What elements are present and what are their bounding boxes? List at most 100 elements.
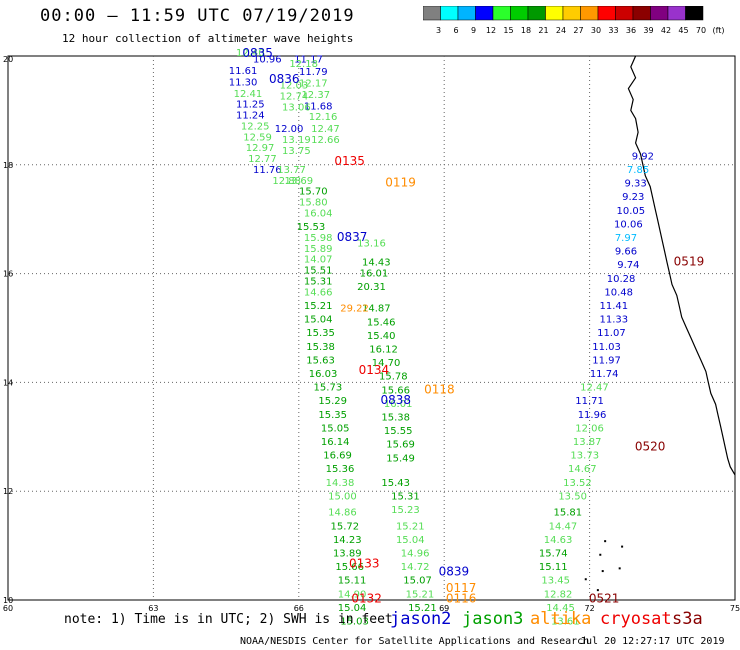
swh-value: 14.87 (362, 304, 391, 315)
swh-value: 12.97 (246, 143, 275, 154)
swh-value: 10.96 (253, 55, 282, 66)
y-tick-label: 18 (3, 161, 13, 170)
swh-value: 13.45 (541, 576, 570, 587)
colorbar-swatch (597, 6, 616, 21)
legend-jason3-label: jason3 (462, 609, 524, 629)
map-subtitle: 12 hour collection of altimeter wave hei… (62, 32, 354, 45)
swh-value: 15.23 (391, 505, 420, 516)
swh-value: 14.96 (401, 548, 430, 559)
colorbar-swatch (457, 6, 476, 21)
colorbar-label: 42 (661, 26, 671, 35)
swh-value: 12.41 (234, 89, 263, 100)
colorbar-label: 12 (486, 26, 496, 35)
swh-value: 14.70 (372, 358, 401, 369)
swh-value: 11.68 (304, 101, 333, 112)
swh-value: 9.92 (632, 151, 654, 162)
colorbar-label: 24 (556, 26, 566, 35)
swh-value: 16.03 (309, 369, 338, 380)
swh-value: 15.72 (331, 521, 360, 532)
swh-value: 13.52 (563, 478, 592, 489)
swh-value: 15.00 (328, 491, 357, 502)
swh-value: 15.53 (297, 222, 326, 233)
island-mark (604, 540, 607, 543)
swh-value: 14.66 (304, 287, 333, 298)
swh-value: 13.75 (282, 146, 311, 157)
colorbar-label: 33 (608, 26, 618, 35)
y-tick-label: 14 (3, 378, 13, 387)
swh-value: 11.96 (578, 410, 607, 421)
swh-value: 15.49 (386, 453, 415, 464)
swh-value: 11.30 (229, 77, 258, 88)
swh-value: 9.23 (622, 192, 644, 203)
swh-value: 15.29 (318, 396, 347, 407)
swh-value: 11.76 (253, 165, 282, 176)
pass-label: 0117 (446, 581, 477, 595)
swh-value: 11.25 (236, 100, 265, 111)
swh-value: 12.77 (248, 154, 277, 165)
swh-value: 14.07 (304, 255, 333, 266)
swh-value: 14.63 (544, 535, 573, 546)
swh-value: 10.48 (604, 287, 633, 298)
swh-value: 16.14 (321, 437, 350, 448)
island-mark (621, 545, 624, 548)
swh-value: 15.66 (381, 385, 410, 396)
pass-label: 0836 (269, 72, 300, 86)
swh-value: 14.43 (362, 257, 391, 268)
swh-value: 12.00 (275, 124, 304, 135)
swh-value: 12.74 (280, 92, 309, 103)
swh-value: 16.01 (360, 268, 389, 279)
swh-value: 15.21 (406, 589, 435, 600)
pass-label: 0835 (242, 46, 273, 60)
island-mark (599, 553, 602, 556)
swh-value: 7.97 (615, 233, 637, 244)
swh-value: 15.04 (396, 535, 425, 546)
swh-value: 15.05 (321, 423, 350, 434)
swh-value: 15.11 (338, 576, 367, 587)
colorbar-swatch (527, 6, 546, 21)
colorbar-swatch (650, 6, 669, 21)
swh-value: 14.47 (549, 521, 578, 532)
swh-value: 15.35 (306, 328, 335, 339)
colorbar-label: 18 (521, 26, 531, 35)
colorbar-swatch (492, 6, 511, 21)
island-mark (601, 570, 604, 573)
pass-label: 0135 (334, 154, 365, 168)
swh-value: 13.69 (284, 176, 313, 187)
colorbar-swatch (475, 6, 494, 21)
colorbar-label: 36 (626, 26, 636, 35)
pass-label: 0838 (380, 393, 411, 407)
swh-value: 11.03 (592, 342, 621, 353)
pass-label: 0134 (359, 363, 390, 377)
swh-value: 11.79 (299, 67, 328, 78)
colorbar: 3 6 9 12 15 18 21 24 27 30 33 36 39 42 45 70 (ft) (423, 6, 725, 35)
swh-value: 14.72 (401, 562, 430, 573)
swh-value: 12.18 (289, 59, 318, 70)
pass-label: 0119 (385, 176, 416, 190)
swh-value: 15.31 (391, 491, 420, 502)
swh-value: 15.11 (539, 562, 568, 573)
colorbar-swatch (632, 6, 651, 21)
pass-label: 0837 (337, 230, 368, 244)
swh-value: 12.37 (301, 90, 330, 101)
swh-value: 11.07 (597, 328, 626, 339)
swh-value: 13.06 (282, 102, 311, 113)
legend-altika-label: altika (530, 609, 592, 629)
swh-value: 29.22 (340, 304, 369, 315)
swh-value: 15.55 (384, 426, 413, 437)
swh-value: 12.06 (575, 423, 604, 434)
x-tick-label: 60 (3, 604, 13, 613)
colorbar-label: 6 (453, 26, 458, 35)
swh-value: 15.98 (304, 233, 333, 244)
pass-label: 0133 (349, 556, 380, 570)
swh-value: 9.74 (617, 260, 639, 271)
note-text: note: 1) Time is in UTC; 2) SWH is in fe… (64, 612, 393, 627)
swh-value: 15.80 (299, 198, 328, 209)
swh-value: 15.89 (304, 244, 333, 255)
swh-value: 9.66 (615, 247, 637, 258)
pass-label: 0521 (589, 592, 620, 606)
colorbar-label: 39 (643, 26, 653, 35)
pass-label: 0519 (674, 254, 705, 268)
colorbar-swatch (562, 6, 581, 21)
swh-value: 15.40 (367, 331, 396, 342)
